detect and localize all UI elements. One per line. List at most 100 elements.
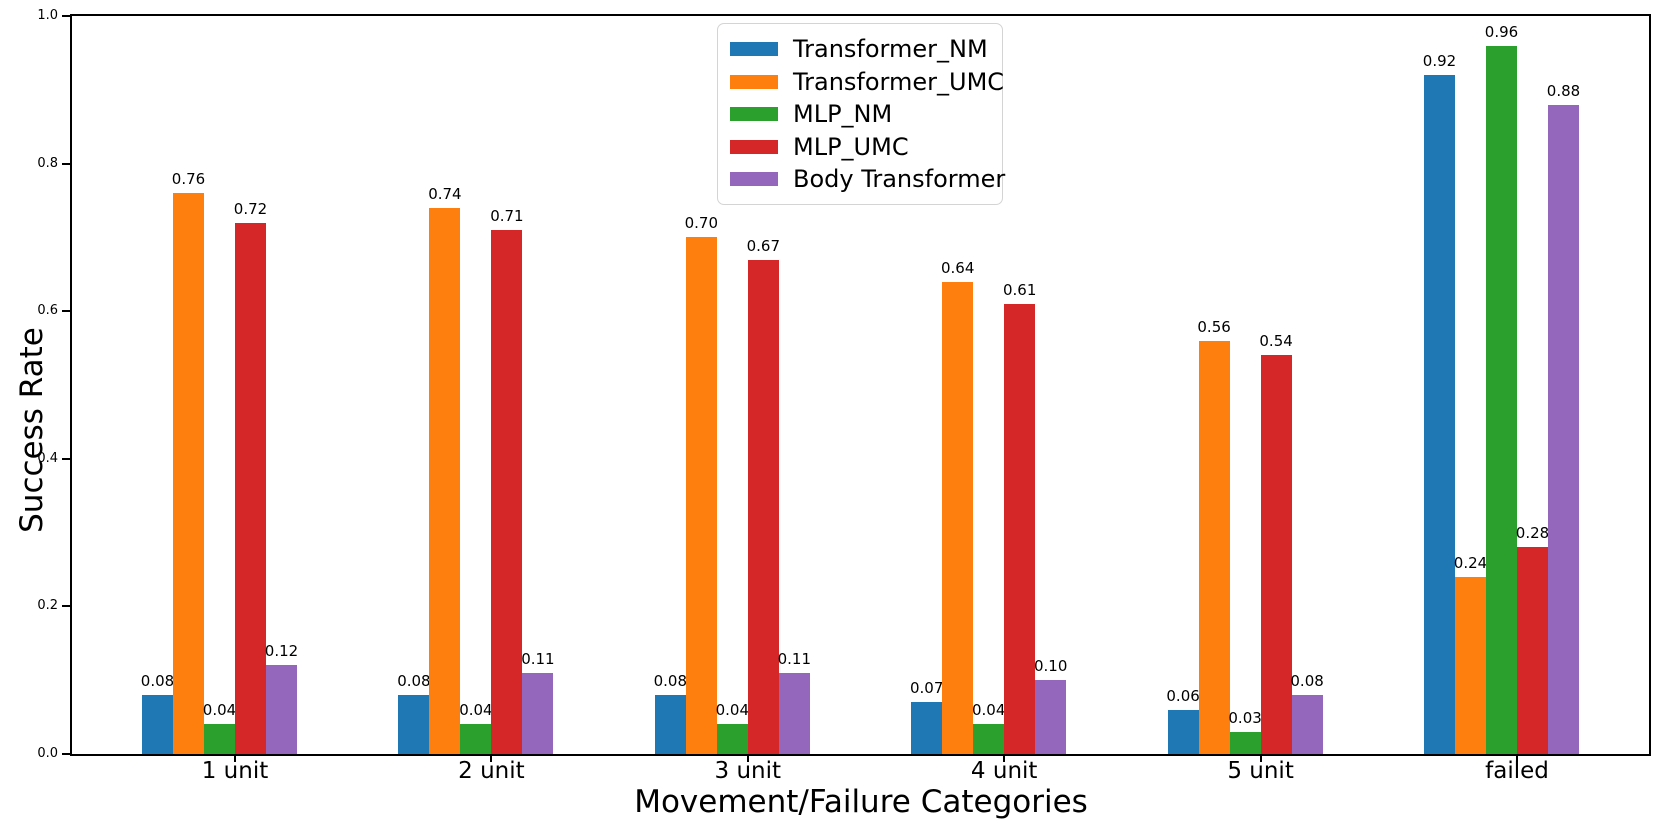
- bar: [1198, 340, 1230, 754]
- bar: [1548, 104, 1579, 754]
- bar-value-label: 0.56: [1197, 317, 1231, 336]
- bar: [654, 694, 686, 754]
- bar-value-label: 0.08: [1290, 671, 1324, 690]
- y-tick-mark: [62, 753, 70, 755]
- bar-value-label: 0.64: [940, 258, 975, 277]
- legend-item: Transformer_NM: [730, 33, 990, 65]
- bar-value-label: 0.28: [1515, 524, 1550, 543]
- y-tick-label: 0.6: [37, 303, 58, 319]
- bar-value-label: 0.88: [1546, 81, 1581, 100]
- bar: [398, 694, 430, 754]
- bar-value-label: 0.06: [1166, 686, 1200, 705]
- legend-swatch: [730, 139, 778, 154]
- bar: [491, 230, 523, 754]
- y-axis-label: Success Rate: [14, 327, 50, 533]
- x-tick-label: 2 unit: [458, 758, 525, 784]
- bar: [142, 694, 173, 754]
- bar: [1517, 547, 1548, 754]
- bar-value-label: 0.67: [746, 236, 780, 255]
- bar-value-label: 0.54: [1259, 332, 1293, 351]
- bar-value-label: 0.07: [909, 679, 944, 698]
- legend-label: Transformer_NM: [793, 35, 988, 63]
- x-tick-mark: [1259, 754, 1262, 762]
- x-tick-label: 5 unit: [1227, 758, 1294, 784]
- y-tick-mark: [62, 310, 70, 313]
- x-tick-mark: [490, 754, 493, 762]
- legend-label: MLP_UMC: [793, 132, 909, 161]
- x-tick-mark: [1516, 754, 1518, 762]
- y-tick-label: 0.4: [37, 450, 58, 466]
- bar: [1424, 75, 1455, 754]
- bar-value-label: 0.72: [233, 199, 268, 218]
- y-tick-label: 1.0: [37, 8, 58, 23]
- y-tick-mark: [62, 162, 70, 165]
- bar: [973, 724, 1005, 754]
- legend-label: MLP_NM: [793, 100, 893, 128]
- bar: [1486, 45, 1517, 754]
- x-tick-label: 3 unit: [714, 758, 782, 784]
- bar: [1167, 709, 1199, 754]
- bar: [1291, 694, 1323, 754]
- bar-value-label: 0.71: [490, 207, 524, 226]
- bar-value-label: 0.96: [1484, 22, 1519, 41]
- bar: [1004, 303, 1036, 754]
- legend-item: MLP_UMC: [730, 131, 990, 163]
- bar: [204, 724, 235, 754]
- bar: [1260, 355, 1292, 754]
- x-tick-label: 4 unit: [970, 758, 1038, 784]
- bar-value-label: 0.74: [428, 184, 462, 203]
- bar: [1035, 680, 1067, 754]
- bar-value-label: 0.12: [264, 642, 299, 661]
- bar: [429, 207, 461, 754]
- bar-value-label: 0.92: [1422, 52, 1457, 71]
- bar-value-label: 0.10: [1033, 657, 1068, 676]
- bar: [1455, 576, 1486, 754]
- y-tick-label: 0.2: [37, 598, 58, 614]
- bar: [460, 724, 492, 754]
- bar: [942, 281, 974, 754]
- x-tick-label: failed: [1485, 758, 1549, 784]
- bar-value-label: 0.76: [171, 170, 206, 189]
- y-tick-mark: [62, 605, 70, 608]
- bar: [1229, 731, 1261, 754]
- bar-value-label: 0.08: [653, 671, 687, 690]
- bar-value-label: 0.04: [202, 701, 237, 720]
- legend-label: Transformer_UMC: [793, 67, 1005, 96]
- x-tick-mark: [234, 754, 236, 762]
- legend-item: Body Transformer: [730, 163, 1005, 195]
- x-tick-mark: [1003, 754, 1006, 762]
- bar-value-label: 0.08: [140, 671, 175, 690]
- bar-value-label: 0.08: [397, 671, 431, 690]
- y-tick-label: 0.8: [37, 155, 58, 171]
- bar-value-label: 0.24: [1453, 553, 1488, 572]
- legend-swatch: [730, 74, 778, 89]
- bar: [522, 672, 554, 754]
- bar: [173, 193, 204, 754]
- bar-value-label: 0.11: [777, 649, 811, 668]
- y-tick-label: 0.0: [37, 746, 58, 761]
- bar-value-label: 0.61: [1002, 280, 1037, 299]
- legend-swatch: [730, 42, 778, 56]
- bar-value-label: 0.11: [521, 649, 555, 668]
- bar-value-label: 0.04: [459, 701, 493, 720]
- bar: [235, 222, 266, 754]
- bar-value-label: 0.70: [684, 214, 718, 233]
- legend-item: MLP_NM: [730, 98, 990, 130]
- bar-value-label: 0.04: [715, 701, 749, 720]
- legend-swatch: [730, 172, 778, 186]
- bar: [716, 724, 748, 754]
- x-axis-label: Movement/Failure Categories: [634, 784, 1088, 820]
- x-tick-label: 1 unit: [201, 758, 269, 784]
- legend-item: Transformer_UMC: [730, 66, 1004, 98]
- legend-swatch: [730, 107, 778, 121]
- bar: [778, 672, 810, 754]
- bar: [266, 665, 297, 754]
- bar-value-label: 0.03: [1228, 708, 1262, 727]
- legend-label: Body Transformer: [793, 165, 1006, 193]
- x-tick-mark: [746, 754, 749, 762]
- bar: [747, 259, 779, 754]
- y-tick-mark: [62, 457, 70, 460]
- legend: Transformer_NM Transformer_UMC MLP_NM MLP_U…: [717, 23, 1005, 205]
- bar: [911, 702, 943, 754]
